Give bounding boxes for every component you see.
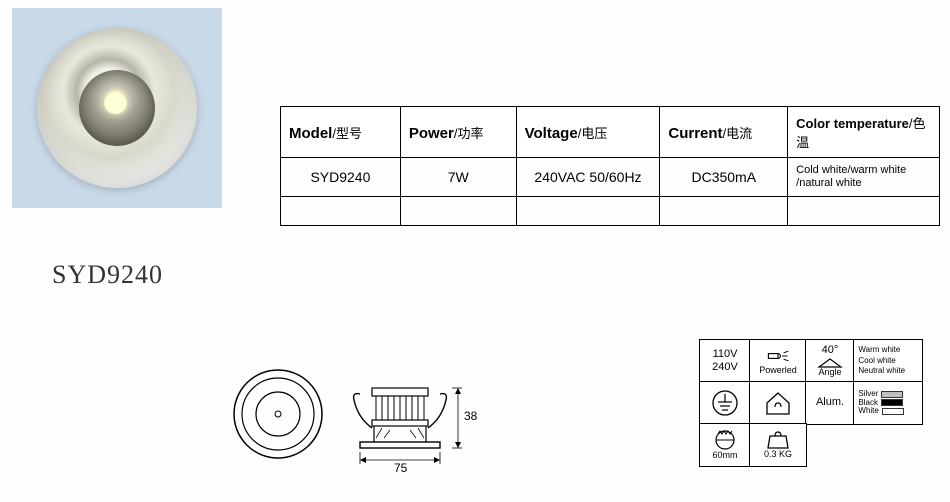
empty-cell — [660, 197, 788, 226]
swatch-silver — [881, 391, 903, 398]
icon-grid: 110V 240V Powerled 40° Angle Warm white … — [700, 340, 922, 466]
cell-model: SYD9240 — [281, 158, 401, 197]
icon-material: Alum. — [805, 381, 854, 424]
header-power: Power/功率 — [400, 107, 516, 158]
spec-row-2-empty — [281, 197, 940, 226]
icon-voltage: 110V 240V — [699, 339, 750, 382]
spec-row-1: SYD9240 7W 240VAC 50/60Hz DC350mA Cold w… — [281, 158, 940, 197]
icon-earth — [699, 381, 750, 424]
header-model: Model/型号 — [281, 107, 401, 158]
white-warm: Warm white — [858, 345, 920, 355]
powerled-label: Powerled — [759, 366, 797, 376]
diagram-svg: 38 75 — [220, 346, 490, 486]
finish-white: White — [858, 407, 878, 416]
header-current: Current/电流 — [660, 107, 788, 158]
header-voltage: Voltage/电压 — [516, 107, 660, 158]
earth-icon — [711, 389, 739, 417]
model-title: SYD9240 — [52, 260, 163, 290]
empty-cell — [516, 197, 660, 226]
product-photo — [12, 8, 222, 208]
swatch-white — [882, 408, 904, 415]
weight-icon — [765, 430, 791, 450]
empty-cell — [400, 197, 516, 226]
led-icon — [766, 346, 790, 366]
dim-width: 75 — [394, 461, 408, 475]
spec-header-row: Model/型号 Power/功率 Voltage/电压 Current/电流 … — [281, 107, 940, 158]
icon-white-options: Warm white Cool white Neutral white — [853, 339, 922, 382]
icon-cutout: 60mm — [699, 423, 750, 466]
white-cool: Cool white — [858, 356, 920, 366]
icon-powerled: Powerled — [749, 339, 806, 382]
angle-value: 40° — [822, 344, 839, 357]
voltage-line1: 110V — [713, 348, 738, 361]
holesaw-icon — [712, 429, 738, 451]
spec-table: Model/型号 Power/功率 Voltage/电压 Current/电流 … — [280, 106, 940, 226]
icon-finishes: Silver Black White — [853, 381, 922, 424]
white-neutral: Neutral white — [858, 366, 920, 376]
empty-cell — [281, 197, 401, 226]
cutout-label: 60mm — [712, 451, 737, 461]
weight-label: 0.3 KG — [764, 450, 792, 460]
material-label: Alum. — [816, 396, 844, 409]
icon-indoor — [749, 381, 806, 424]
icon-weight: 0.3 KG — [749, 423, 806, 466]
empty-cell — [788, 197, 940, 226]
dim-height: 38 — [464, 409, 478, 423]
swatch-black — [881, 399, 903, 406]
cell-colortemp: Cold white/warm white /natural white — [788, 158, 940, 197]
house-icon — [763, 389, 793, 417]
icon-angle: 40° Angle — [805, 339, 854, 382]
voltage-line2: 240V — [712, 361, 738, 374]
header-colortemp: Color temperature/色温 — [788, 107, 940, 158]
technical-diagram: 38 75 — [220, 346, 490, 486]
cell-current: DC350mA — [660, 158, 788, 197]
cell-voltage: 240VAC 50/60Hz — [516, 158, 660, 197]
cell-power: 7W — [400, 158, 516, 197]
downlight-render — [37, 28, 197, 188]
angle-label: Angle — [818, 368, 841, 378]
